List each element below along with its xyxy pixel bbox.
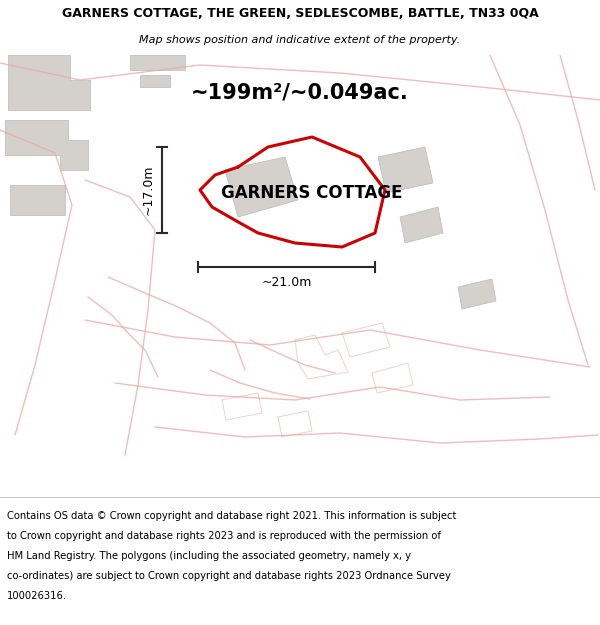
Text: ~17.0m: ~17.0m — [142, 165, 155, 215]
Text: GARNERS COTTAGE: GARNERS COTTAGE — [221, 184, 403, 202]
Polygon shape — [8, 55, 90, 110]
Polygon shape — [5, 120, 88, 170]
Polygon shape — [225, 157, 298, 217]
Text: to Crown copyright and database rights 2023 and is reproduced with the permissio: to Crown copyright and database rights 2… — [7, 531, 441, 541]
Text: HM Land Registry. The polygons (including the associated geometry, namely x, y: HM Land Registry. The polygons (includin… — [7, 551, 411, 561]
Text: GARNERS COTTAGE, THE GREEN, SEDLESCOMBE, BATTLE, TN33 0QA: GARNERS COTTAGE, THE GREEN, SEDLESCOMBE,… — [62, 8, 538, 20]
Polygon shape — [10, 185, 65, 215]
Text: ~199m²/~0.049ac.: ~199m²/~0.049ac. — [191, 83, 409, 103]
Text: ~21.0m: ~21.0m — [262, 276, 311, 289]
Polygon shape — [130, 55, 185, 70]
Text: Map shows position and indicative extent of the property.: Map shows position and indicative extent… — [139, 34, 461, 44]
Text: Contains OS data © Crown copyright and database right 2021. This information is : Contains OS data © Crown copyright and d… — [7, 511, 457, 521]
Text: co-ordinates) are subject to Crown copyright and database rights 2023 Ordnance S: co-ordinates) are subject to Crown copyr… — [7, 571, 451, 581]
Polygon shape — [458, 279, 496, 309]
Polygon shape — [400, 207, 443, 243]
Text: 100026316.: 100026316. — [7, 591, 67, 601]
Polygon shape — [378, 147, 433, 193]
Polygon shape — [140, 75, 170, 87]
